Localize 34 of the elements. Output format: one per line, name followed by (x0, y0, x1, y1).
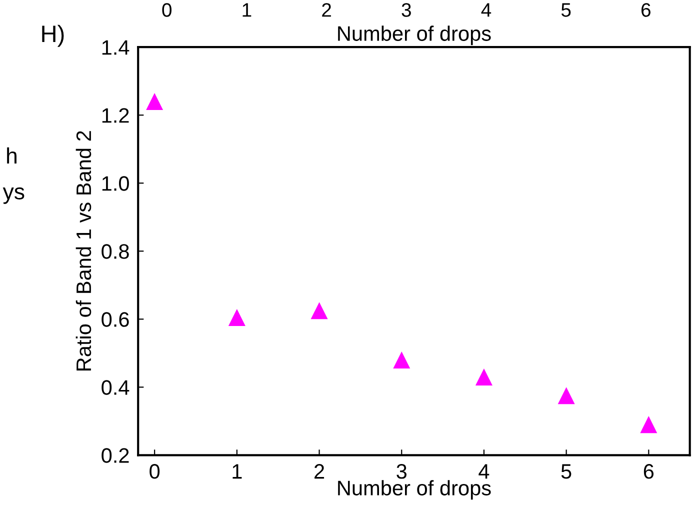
x-tick-label: 1 (232, 464, 242, 479)
point (558, 387, 575, 404)
y-tick-label: 0.8 (102, 244, 129, 259)
x-tick-label: 3 (396, 464, 406, 479)
text: H) (42, 24, 64, 47)
point (475, 368, 492, 386)
point (228, 308, 246, 326)
y-tick-label: 0.6 (102, 312, 129, 327)
x2-tick-label: 1 (242, 3, 252, 17)
text: ys (2, 187, 24, 204)
y-tick-label: 1.4 (102, 40, 130, 55)
point (310, 302, 328, 320)
x2-tick-label: 5 (561, 3, 571, 17)
x2-axis-title: Number of drops (338, 26, 491, 46)
y-tick-label: 0.2 (102, 448, 129, 463)
y-tick-label: 1.2 (102, 108, 129, 123)
x2-tick-label: 3 (402, 3, 411, 17)
x2-tick-label: 6 (642, 3, 650, 17)
point (146, 93, 164, 110)
x2-tick-label: 2 (322, 3, 331, 17)
y-tick-label: 0.4 (102, 380, 130, 395)
x-tick-label: 5 (561, 464, 572, 479)
text: h (7, 147, 16, 164)
y-tick-label: 1.0 (102, 176, 129, 191)
x-axis-title: Number of drops (338, 480, 491, 500)
point (640, 416, 658, 434)
y-axis-title: Ratio of Band 1 vs Band 2 (76, 131, 92, 370)
x2-tick-label: 0 (162, 3, 172, 17)
x2-tick-label: 4 (481, 3, 492, 17)
point (393, 351, 410, 368)
x-tick-label: 6 (644, 464, 654, 479)
x-tick-label: 0 (150, 464, 160, 479)
x-tick-label: 2 (314, 464, 324, 479)
x-tick-label: 4 (478, 464, 490, 479)
